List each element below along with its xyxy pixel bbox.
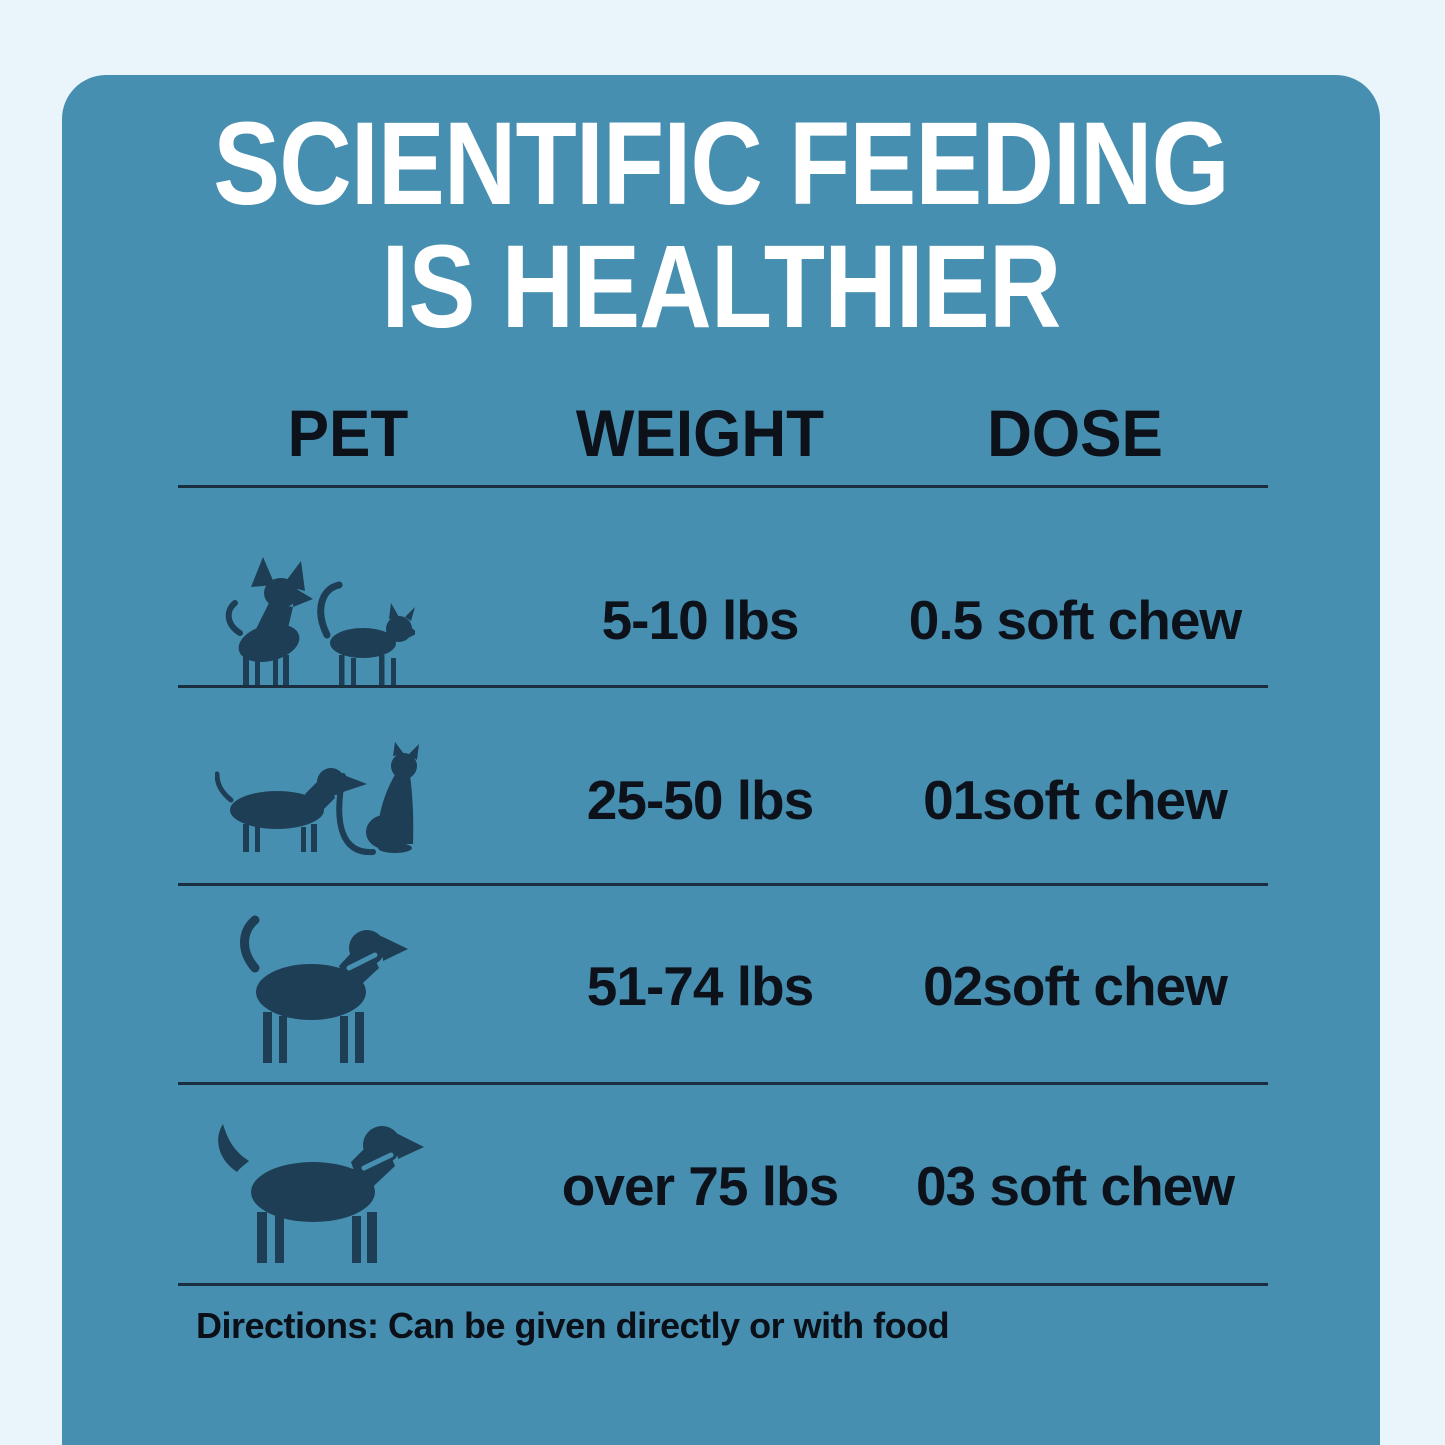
table-header-weight: WEIGHT <box>575 396 825 470</box>
dose-value: 03 soft chew <box>915 1154 1235 1217</box>
table-row: 25-50 lbs 01soft chew <box>178 685 1268 883</box>
dose-value: 01soft chew <box>923 769 1228 831</box>
divider <box>178 883 1268 886</box>
table-row: over 75 lbs 03 soft chew <box>178 1082 1268 1283</box>
dachshund-and-cat-icon <box>215 742 419 856</box>
pet-icon-cell <box>178 908 518 1063</box>
pet-icon-cell <box>178 740 518 860</box>
title-line-2: IS HEALTHIER <box>381 220 1062 353</box>
weight-value: 25-50 lbs <box>586 769 814 831</box>
page-title: SCIENTIFIC FEEDING IS HEALTHIER <box>161 103 1281 348</box>
weight-value: 5-10 lbs <box>601 589 800 651</box>
divider <box>178 685 1268 688</box>
dose-value: 0.5 soft chew <box>908 589 1242 651</box>
divider <box>178 485 1268 488</box>
large-dog-icon <box>217 1124 424 1263</box>
table-header-pet: PET <box>287 396 409 470</box>
pet-icon-cell <box>178 555 518 685</box>
small-dog-and-cat-icon <box>225 557 415 685</box>
table-row: 5-10 lbs 0.5 soft chew <box>178 485 1268 685</box>
directions-text: Directions: Can be given directly or wit… <box>196 1305 950 1346</box>
info-card: SCIENTIFIC FEEDING IS HEALTHIER PET WEIG… <box>62 75 1380 1445</box>
small-dog-icon <box>225 557 313 685</box>
sitting-cat-icon <box>336 742 419 856</box>
divider <box>178 1082 1268 1085</box>
weight-value: over 75 lbs <box>561 1154 839 1217</box>
table-header-dose: DOSE <box>987 396 1163 470</box>
walking-cat-icon <box>317 581 415 685</box>
divider <box>178 1283 1268 1286</box>
pet-icon-cell <box>178 1108 518 1263</box>
dose-value: 02soft chew <box>923 954 1228 1017</box>
medium-dog-icon <box>239 915 408 1063</box>
dachshund-icon <box>215 768 367 852</box>
table-header-row: PET WEIGHT DOSE <box>178 389 1268 477</box>
weight-value: 51-74 lbs <box>586 954 814 1017</box>
title-line-1: SCIENTIFIC FEEDING <box>213 98 1229 230</box>
table-row: 51-74 lbs 02soft chew <box>178 883 1268 1082</box>
